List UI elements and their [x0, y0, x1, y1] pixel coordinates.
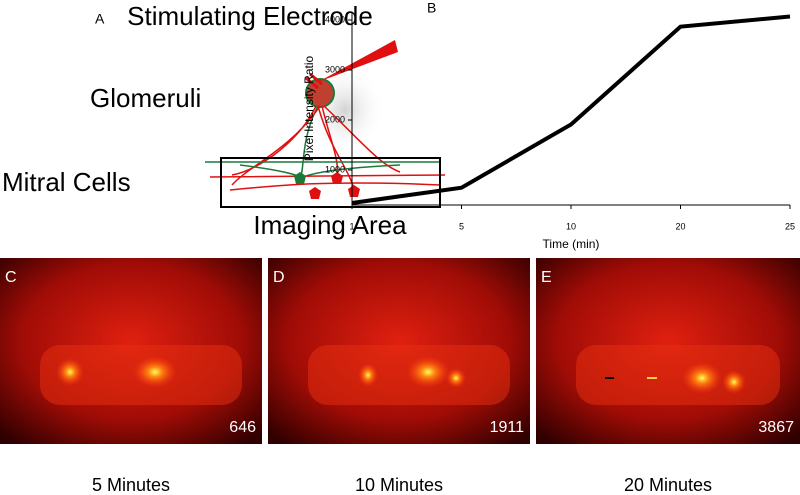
line-chart: 1000 2000 3000 4000 1 5 10 20 25 Time (min) Pixel …	[302, 12, 795, 251]
image-value: 1911	[490, 419, 525, 436]
image-caption: 10 Minutes	[355, 475, 443, 495]
area-label: Imaging Area	[253, 210, 407, 240]
data-line	[351, 14, 791, 205]
panel-label: D	[273, 269, 285, 286]
x-tick-label: 1	[349, 221, 354, 231]
image-value: 646	[229, 419, 256, 436]
hotspot	[682, 362, 722, 394]
glomeruli-label: Glomeruli	[90, 83, 201, 113]
image-band	[576, 345, 780, 405]
hotspot	[406, 356, 450, 388]
panel-label: A	[95, 11, 105, 27]
hotspot	[446, 368, 466, 388]
hotspot	[722, 370, 746, 394]
hotspot	[133, 356, 177, 388]
mitral-label: Mitral Cells	[2, 167, 131, 197]
y-tick-label: 1000	[325, 164, 345, 174]
image-caption: 20 Minutes	[624, 475, 712, 495]
x-tick-label: 25	[785, 221, 795, 231]
diagram-title: Stimulating Electrode	[127, 1, 373, 31]
y-tick-label: 4000	[325, 14, 345, 24]
y-tick-label: 3000	[325, 64, 345, 74]
x-axis-label: Time (min)	[543, 237, 600, 251]
image-panels: C 646 5 Minutes D 1911 10 Minutes E 3867 20 Minu…	[0, 258, 800, 495]
panel-label: E	[541, 269, 552, 286]
y-tick-label: 2000	[325, 114, 345, 124]
diagram	[205, 40, 446, 208]
x-tick-label: 5	[459, 221, 464, 231]
image-value: 3867	[758, 419, 794, 436]
x-tick-label: 20	[675, 221, 685, 231]
panel-label: C	[5, 269, 17, 286]
hotspot	[56, 358, 84, 386]
y-axis-label: Pixel Intensity Ratio	[302, 55, 316, 161]
panel-label: B	[427, 0, 436, 16]
hotspot	[358, 363, 378, 387]
x-tick-label: 10	[566, 221, 576, 231]
image-caption: 5 Minutes	[92, 475, 170, 495]
